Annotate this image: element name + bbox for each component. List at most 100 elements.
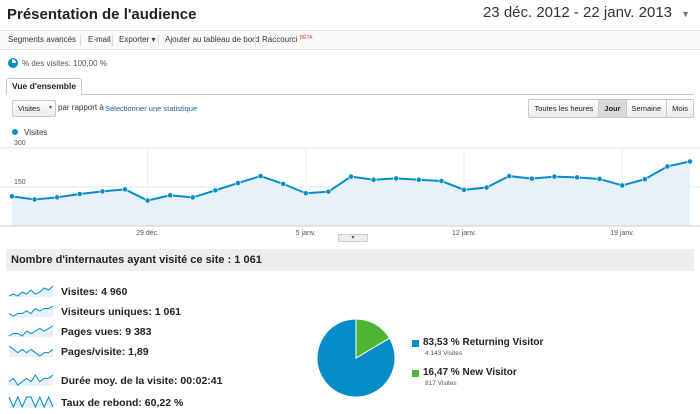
hourly-button[interactable]: Toutes les heures	[529, 100, 599, 117]
data-point	[574, 174, 580, 181]
legend-item-returning[interactable]: 83,53 % Returning Visitor 4 143 Visites	[412, 335, 612, 359]
data-point	[31, 196, 38, 203]
data-point	[438, 178, 445, 184]
pie-segment-icon	[8, 58, 18, 68]
advanced-segments-button[interactable]: Segments avancés	[8, 35, 77, 44]
legend-item-new[interactable]: 16,47 % New Visitor 817 Visites	[412, 365, 612, 389]
page-title: Présentation de l'audience	[7, 6, 197, 23]
segment-percentage: % des visites: 100,00 %	[22, 59, 107, 68]
data-point	[483, 184, 490, 191]
data-point	[687, 158, 693, 165]
data-point	[393, 175, 400, 182]
slice-name: Returning Visitor	[462, 337, 544, 348]
slice-visits: 4 143 Visites	[425, 350, 463, 357]
metric-label: Visites: 4 960	[61, 286, 128, 298]
data-point	[302, 190, 309, 197]
day-button[interactable]: Jour	[598, 100, 626, 117]
data-point	[415, 176, 422, 183]
metric-label: Taux de rebond: 60,22 %	[61, 397, 184, 409]
metric-select-value: Visites	[18, 104, 40, 113]
metric-label: Pages/visite: 1,89	[61, 346, 149, 358]
y-tick-label: 150	[14, 179, 26, 186]
sparkline-icon	[8, 374, 54, 386]
collapse-chart-handle[interactable]: ▾	[338, 234, 368, 242]
slice-percentage: 83,53 %	[423, 337, 460, 348]
legend-swatch	[412, 340, 419, 347]
shortcut-button[interactable]: Raccourci BÊTA	[262, 35, 313, 44]
data-point	[664, 163, 671, 170]
data-point	[189, 194, 196, 201]
pie-chart-svg	[316, 318, 396, 398]
toolbar-divider	[255, 35, 256, 46]
data-point	[551, 173, 558, 180]
sparkline-area	[9, 397, 53, 408]
data-point	[506, 173, 513, 179]
sparkline-icon	[8, 395, 54, 409]
data-point	[257, 173, 264, 179]
data-point	[144, 197, 151, 204]
shortcut-label: Raccourci	[262, 35, 298, 44]
data-point	[235, 180, 241, 186]
export-label: Exporter	[119, 35, 150, 44]
email-button[interactable]: E-mail	[88, 35, 111, 44]
series-area	[12, 161, 690, 226]
tab-overview[interactable]: Vue d'ensemble	[6, 78, 83, 95]
metric-row[interactable]: Durée moy. de la visite: 00:02:41	[6, 371, 306, 391]
summary-bar: Nombre d'internautes ayant visité ce sit…	[6, 249, 694, 271]
visits-chart: 150 300 29 déc. 5 janv. 12 janv. 19 janv.	[0, 138, 700, 242]
data-point	[528, 175, 535, 182]
data-point	[99, 188, 106, 195]
sparkline-icon	[8, 305, 54, 317]
sparkline-icon	[8, 325, 54, 337]
export-button[interactable]: Exporter ▾	[119, 35, 155, 44]
metric-select[interactable]: Visites ▾	[12, 100, 56, 117]
data-point	[212, 187, 219, 194]
x-tick-label: 5 janv.	[296, 230, 316, 237]
metric-row[interactable]: Pages/visite: 1,89	[6, 342, 306, 362]
metric-label: Durée moy. de la visite: 00:02:41	[61, 375, 223, 387]
beta-badge: BÊTA	[299, 35, 313, 41]
metric-row[interactable]: Visites: 4 960	[6, 282, 306, 302]
metric-row[interactable]: Pages vues: 9 383	[6, 322, 306, 342]
date-range-picker[interactable]: 23 déc. 2012 - 22 janv. 2013	[482, 4, 672, 21]
sparkline-icon	[8, 345, 54, 357]
legend-series-name: Visites	[24, 128, 48, 137]
granularity-toggle: Toutes les heures Jour Semaine Mois	[528, 99, 694, 118]
pie-slice[interactable]	[355, 318, 391, 359]
sparkline-line	[8, 395, 54, 409]
data-point	[9, 193, 15, 200]
data-point	[325, 188, 332, 195]
toolbar-divider	[158, 35, 159, 46]
month-button[interactable]: Mois	[666, 100, 693, 117]
date-range-caret-icon[interactable]: ▼	[681, 9, 690, 19]
data-point	[461, 186, 467, 193]
report-header: Présentation de l'audience 23 déc. 2012 …	[0, 0, 700, 30]
y-tick-label: 300	[14, 140, 26, 147]
metric-label: Pages vues: 9 383	[61, 326, 152, 338]
chevron-down-icon: ▾	[48, 105, 52, 111]
metric-row[interactable]: Taux de rebond: 60,22 %	[6, 393, 306, 413]
sparkline-line	[8, 285, 54, 297]
data-point	[370, 176, 377, 183]
series-dot-icon	[12, 129, 18, 135]
visitor-type-pie	[316, 318, 396, 401]
metric-row[interactable]: Visiteurs uniques: 1 061	[6, 302, 306, 322]
summary-title: Nombre d'internautes ayant visité ce sit…	[11, 254, 262, 266]
sparkline-icon	[8, 285, 54, 297]
data-point	[619, 182, 626, 189]
select-statistic-link[interactable]: Sélectionner une statistique	[105, 104, 198, 113]
week-button[interactable]: Semaine	[625, 100, 667, 117]
data-point	[641, 176, 648, 183]
slice-percentage: 16,47 %	[423, 367, 460, 378]
sparkline-area	[9, 306, 53, 317]
slice-visits: 817 Visites	[425, 380, 457, 387]
add-to-dashboard-button[interactable]: Ajouter au tableau de bord	[165, 35, 260, 44]
tab-bar: Vue d'ensemble	[6, 78, 694, 95]
data-point	[596, 176, 603, 182]
slice-name: New Visitor	[462, 367, 517, 378]
data-point	[54, 194, 61, 201]
chart-legend: Visites	[12, 128, 47, 137]
data-point	[280, 180, 287, 187]
data-point	[167, 192, 174, 199]
legend-item-label: 16,47 % New Visitor	[423, 367, 517, 378]
